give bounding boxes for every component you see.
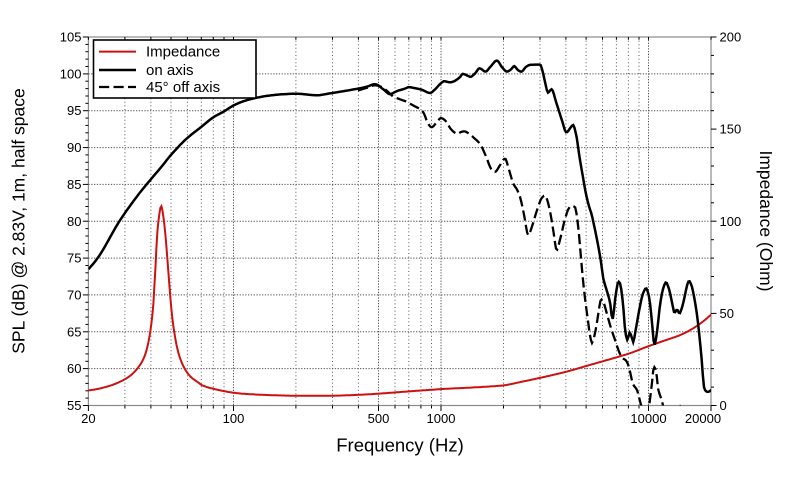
- svg-text:on axis: on axis: [146, 62, 194, 79]
- svg-text:105: 105: [60, 30, 82, 45]
- svg-text:90: 90: [67, 140, 81, 155]
- svg-text:60: 60: [67, 361, 81, 376]
- svg-text:200: 200: [720, 30, 742, 45]
- svg-text:70: 70: [67, 287, 81, 302]
- svg-text:50: 50: [720, 306, 734, 321]
- svg-text:95: 95: [67, 103, 81, 118]
- svg-text:Impedance (Ohm): Impedance (Ohm): [756, 150, 776, 291]
- svg-text:Frequency (Hz): Frequency (Hz): [336, 435, 463, 456]
- svg-text:80: 80: [67, 214, 81, 229]
- svg-text:500: 500: [368, 411, 390, 426]
- svg-text:55: 55: [67, 398, 81, 413]
- svg-text:10000: 10000: [630, 411, 666, 426]
- svg-text:65: 65: [67, 324, 81, 339]
- svg-text:20000: 20000: [685, 411, 721, 426]
- svg-text:100: 100: [60, 66, 82, 81]
- svg-text:85: 85: [67, 177, 81, 192]
- svg-text:100: 100: [720, 214, 742, 229]
- svg-text:0: 0: [720, 398, 727, 413]
- svg-text:Impedance: Impedance: [146, 44, 220, 61]
- svg-text:150: 150: [720, 122, 742, 137]
- svg-text:1000: 1000: [427, 411, 456, 426]
- svg-text:SPL (dB) @ 2.83V, 1m, half spa: SPL (dB) @ 2.83V, 1m, half space: [9, 88, 29, 354]
- svg-text:75: 75: [67, 251, 81, 266]
- svg-text:45° off axis: 45° off axis: [146, 79, 220, 96]
- svg-text:100: 100: [223, 411, 245, 426]
- svg-text:20: 20: [81, 411, 95, 426]
